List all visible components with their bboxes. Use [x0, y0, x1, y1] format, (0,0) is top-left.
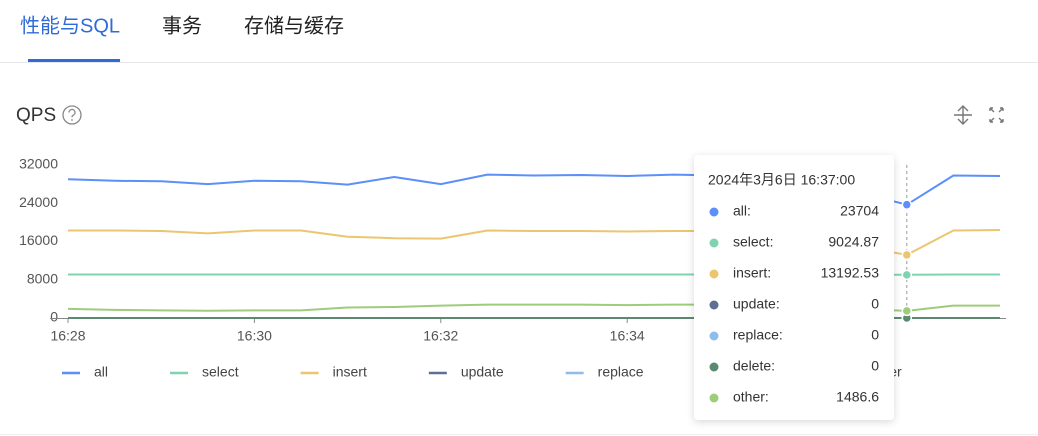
hover-point — [901, 269, 913, 281]
tab[interactable]: 事务 — [162, 14, 202, 37]
legend-label[interactable]: replace — [598, 364, 644, 380]
tooltip-label: replace: — [733, 327, 783, 343]
legend-label[interactable]: all — [94, 364, 108, 380]
y-tick-label: 24000 — [19, 194, 58, 210]
x-tick-label: 16:32 — [423, 328, 458, 344]
tab[interactable]: 性能与SQL — [20, 14, 120, 37]
tooltip-value: 13192.53 — [821, 265, 880, 281]
tooltip-value: 1486.6 — [836, 389, 879, 405]
tooltip-value: 0 — [871, 327, 879, 343]
y-tick-label: 8000 — [27, 270, 58, 286]
tooltip: 2024年3月6日 16:37:00 all: 23704 select: 9024.8… — [694, 155, 894, 420]
tooltip-label: delete: — [733, 358, 775, 374]
tab-bar: 性能与SQL 事务 存储与缓存 — [20, 14, 344, 62]
help-icon[interactable] — [62, 105, 82, 125]
chart-title: QPS — [16, 105, 56, 126]
tooltip-value: 9024.87 — [828, 234, 879, 250]
hover-point — [901, 249, 913, 261]
hover-point — [901, 305, 913, 317]
pan-icon[interactable] — [954, 105, 972, 125]
fullscreen-icon[interactable] — [989, 107, 1004, 123]
tooltip-marker — [709, 362, 719, 372]
x-tick-label: 16:30 — [237, 328, 272, 344]
tooltip-value: 0 — [871, 296, 879, 312]
y-tick-label: 16000 — [19, 232, 58, 248]
legend-label[interactable]: select — [202, 364, 239, 380]
tooltip-marker — [709, 238, 719, 248]
y-tick-label: 0 — [50, 309, 58, 325]
tooltip-label: update: — [733, 296, 780, 312]
tooltip-label: select: — [733, 234, 773, 250]
tooltip-marker — [709, 207, 719, 217]
tooltip-marker — [709, 300, 719, 310]
x-tick-label: 16:28 — [50, 328, 85, 344]
tooltip-value: 0 — [871, 358, 879, 374]
tab-underline — [28, 59, 121, 62]
tooltip-value: 23704 — [840, 203, 879, 219]
tooltip-marker — [709, 269, 719, 279]
tab[interactable]: 存储与缓存 — [244, 14, 344, 37]
tooltip-marker — [709, 331, 719, 341]
hover-point — [901, 199, 913, 210]
legend-label[interactable]: update — [461, 364, 504, 380]
legend-label[interactable]: insert — [333, 364, 367, 380]
tooltip-label: insert: — [733, 265, 771, 281]
tooltip-box — [694, 155, 894, 420]
x-tick-label: 16:34 — [610, 328, 645, 344]
tooltip-marker — [709, 393, 719, 403]
tooltip-title: 2024年3月6日 16:37:00 — [708, 172, 855, 188]
tooltip-label: other: — [733, 389, 769, 405]
y-tick-label: 32000 — [19, 156, 58, 172]
tooltip-label: all: — [733, 203, 751, 219]
